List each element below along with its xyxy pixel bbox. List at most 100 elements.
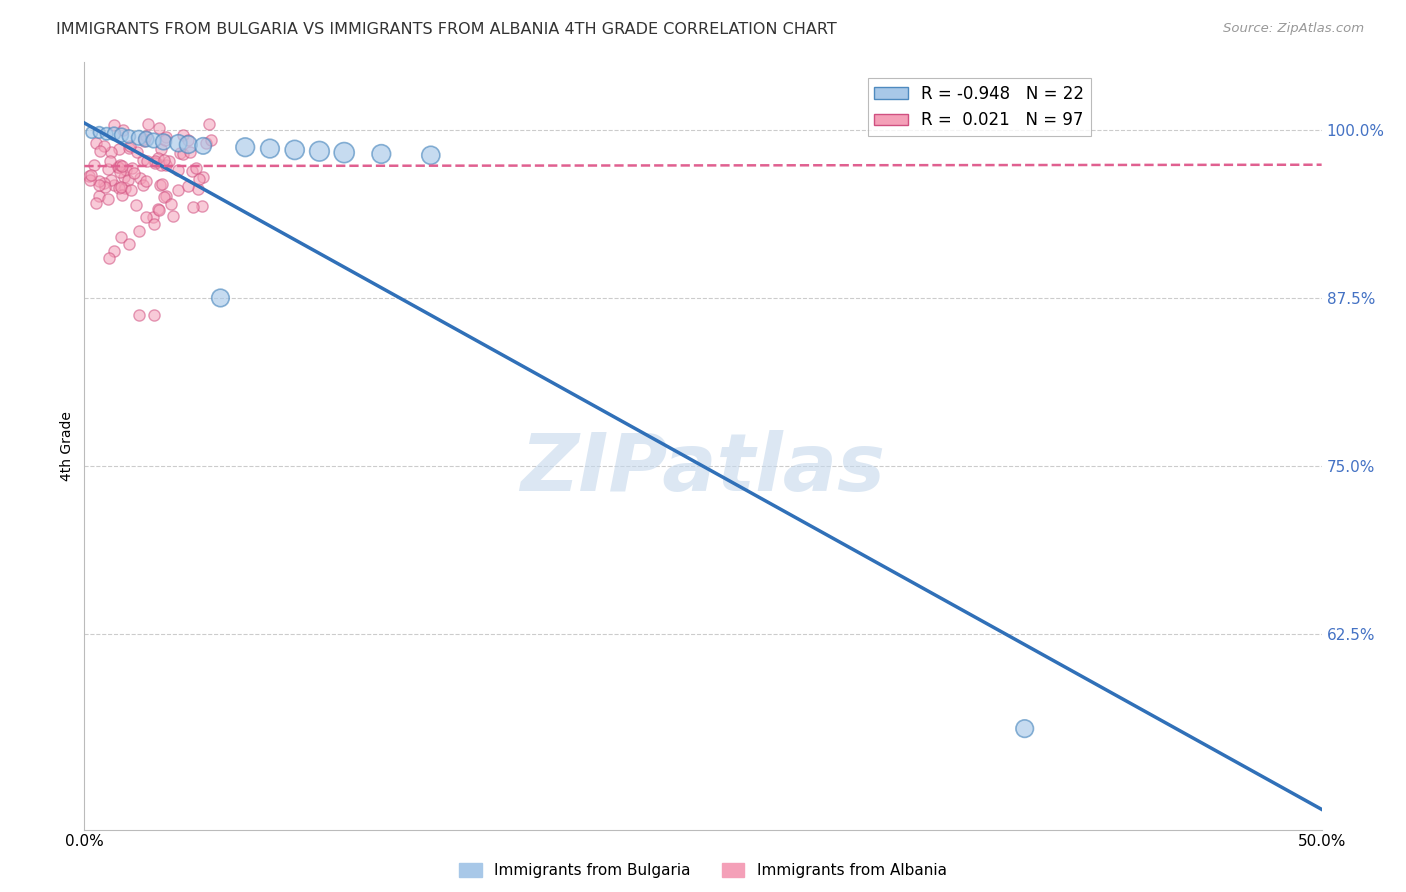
- Point: [110, 230, 132, 244]
- Point: [118, 237, 141, 252]
- Point: [79, 173, 101, 187]
- Point: [233, 140, 256, 154]
- Point: [128, 309, 150, 323]
- Point: [150, 177, 173, 191]
- Point: [419, 148, 441, 162]
- Point: [112, 123, 135, 137]
- Point: [100, 172, 122, 186]
- Point: [97, 192, 120, 206]
- Point: [135, 174, 157, 188]
- Point: [167, 136, 190, 151]
- Point: [191, 139, 214, 153]
- Point: [107, 160, 129, 174]
- Point: [191, 199, 214, 213]
- Point: [84, 195, 107, 210]
- Point: [183, 200, 205, 214]
- Point: [150, 158, 173, 172]
- Point: [155, 130, 177, 145]
- Point: [177, 133, 200, 147]
- Point: [93, 176, 115, 190]
- Point: [132, 134, 155, 148]
- Point: [153, 153, 176, 167]
- Point: [128, 224, 150, 238]
- Point: [128, 171, 150, 186]
- Point: [84, 136, 107, 150]
- Point: [191, 169, 214, 184]
- Point: [110, 159, 132, 173]
- Point: [308, 145, 330, 159]
- Point: [155, 158, 177, 172]
- Point: [127, 145, 149, 159]
- Point: [180, 164, 202, 178]
- Point: [87, 173, 110, 187]
- Point: [142, 134, 165, 148]
- Point: [209, 291, 232, 305]
- Point: [80, 125, 103, 139]
- Point: [103, 127, 125, 141]
- Point: [122, 166, 145, 180]
- Point: [135, 128, 157, 143]
- Point: [177, 137, 200, 152]
- Point: [167, 183, 190, 197]
- Point: [167, 163, 190, 178]
- Legend: R = -0.948   N = 22, R =  0.021   N = 97: R = -0.948 N = 22, R = 0.021 N = 97: [868, 78, 1091, 136]
- Y-axis label: 4th Grade: 4th Grade: [60, 411, 75, 481]
- Point: [108, 158, 131, 172]
- Point: [148, 203, 170, 218]
- Point: [89, 125, 111, 139]
- Point: [108, 164, 131, 178]
- Point: [89, 144, 111, 158]
- Point: [128, 130, 150, 145]
- Point: [131, 178, 153, 193]
- Point: [100, 145, 122, 159]
- Point: [157, 154, 180, 169]
- Point: [370, 147, 392, 161]
- Point: [111, 187, 134, 202]
- Point: [83, 158, 105, 172]
- Text: IMMIGRANTS FROM BULGARIA VS IMMIGRANTS FROM ALBANIA 4TH GRADE CORRELATION CHART: IMMIGRANTS FROM BULGARIA VS IMMIGRANTS F…: [56, 22, 837, 37]
- Point: [135, 132, 157, 146]
- Point: [110, 128, 132, 142]
- Point: [152, 190, 174, 204]
- Point: [93, 138, 115, 153]
- Point: [96, 127, 118, 141]
- Point: [138, 117, 160, 131]
- Point: [98, 251, 121, 265]
- Point: [152, 135, 174, 149]
- Point: [200, 133, 222, 147]
- Point: [194, 136, 217, 151]
- Point: [155, 188, 177, 202]
- Point: [115, 163, 138, 178]
- Point: [89, 178, 111, 192]
- Point: [148, 202, 170, 216]
- Point: [103, 178, 125, 192]
- Point: [148, 121, 170, 136]
- Point: [112, 170, 135, 185]
- Point: [77, 169, 100, 184]
- Point: [107, 160, 129, 174]
- Point: [121, 161, 143, 176]
- Point: [108, 181, 131, 195]
- Point: [97, 162, 120, 177]
- Point: [135, 211, 157, 225]
- Point: [177, 179, 200, 194]
- Point: [98, 153, 121, 168]
- Point: [172, 128, 194, 142]
- Point: [120, 183, 142, 197]
- Point: [132, 132, 155, 146]
- Point: [141, 210, 163, 224]
- Text: Source: ZipAtlas.com: Source: ZipAtlas.com: [1223, 22, 1364, 36]
- Point: [117, 172, 139, 186]
- Point: [259, 142, 281, 156]
- Legend: Immigrants from Bulgaria, Immigrants from Albania: Immigrants from Bulgaria, Immigrants fro…: [453, 857, 953, 884]
- Point: [79, 168, 101, 182]
- Point: [150, 142, 173, 156]
- Point: [169, 145, 191, 160]
- Point: [118, 129, 141, 144]
- Point: [160, 196, 183, 211]
- Point: [107, 142, 129, 156]
- Point: [143, 156, 166, 170]
- Point: [142, 309, 165, 323]
- Point: [173, 146, 195, 161]
- Point: [132, 153, 155, 167]
